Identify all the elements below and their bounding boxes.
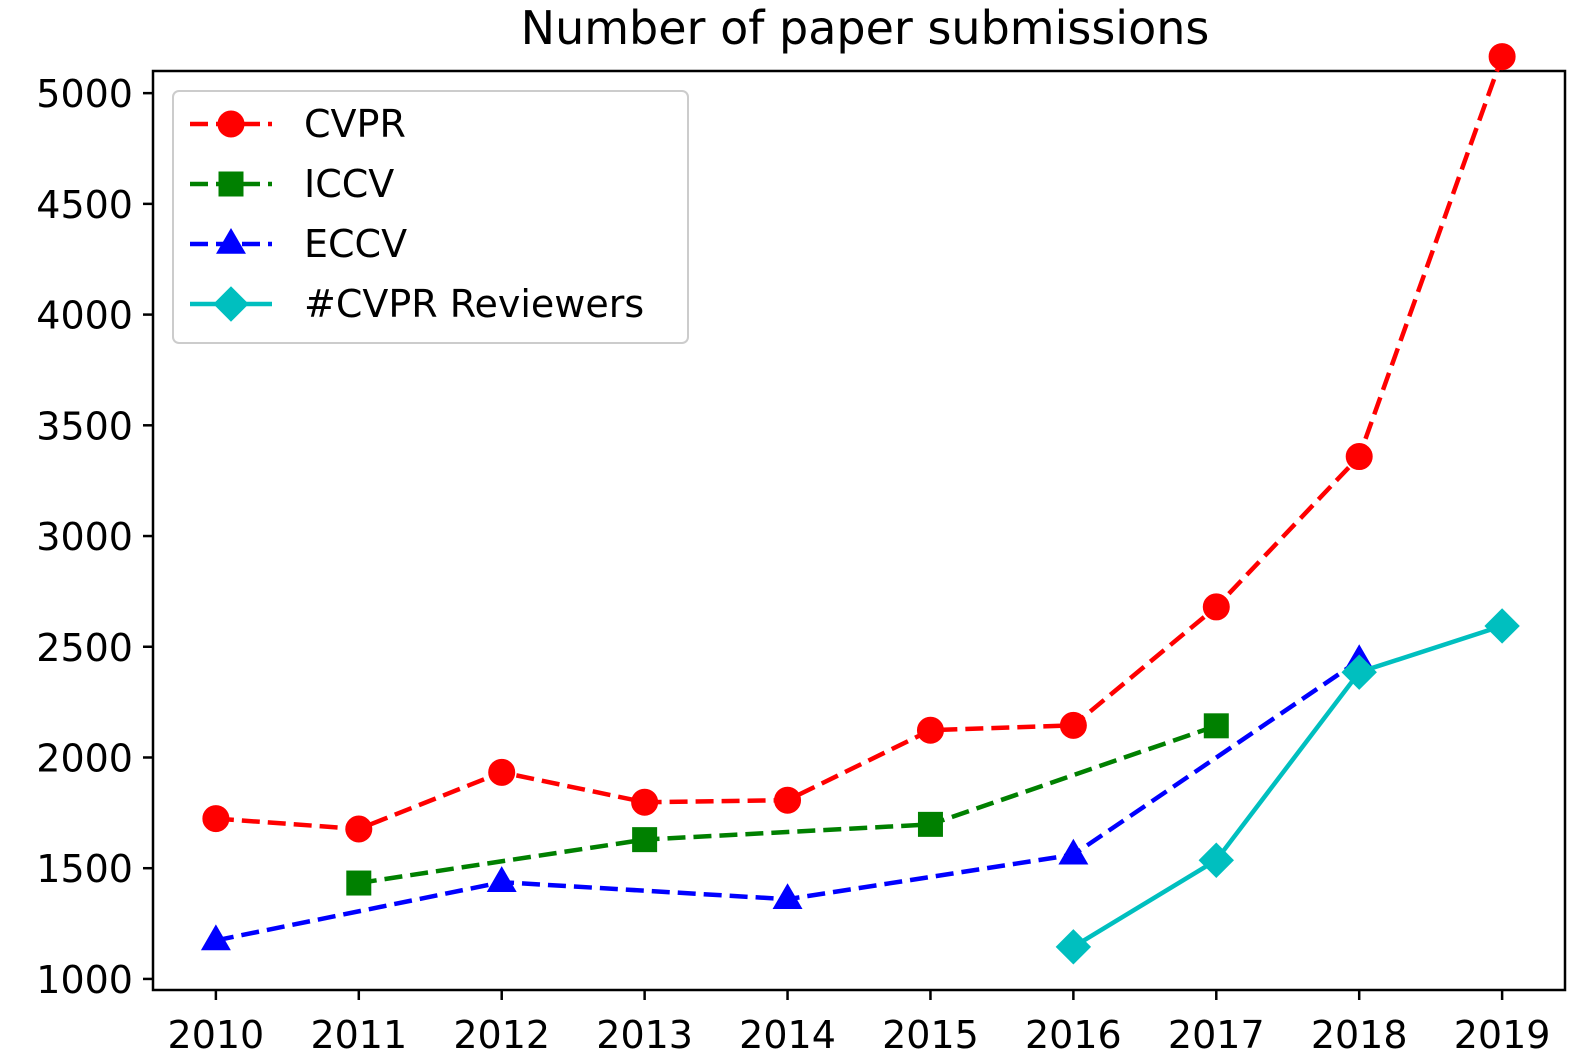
- plot-frame: [151, 69, 1567, 992]
- legend-label: ICCV: [304, 162, 394, 206]
- x-tick-label: 2012: [453, 1013, 550, 1051]
- legend-entry-iccv: ICCV: [190, 162, 394, 206]
- legend-label: CVPR: [304, 102, 406, 146]
- legend-entry-cvpr-reviewers: #CVPR Reviewers: [190, 282, 644, 326]
- legend-label: ECCV: [304, 222, 407, 266]
- data-point-iccv: [1203, 713, 1229, 739]
- data-point-cvpr: [1345, 443, 1373, 471]
- y-tick-label: 5000: [36, 72, 133, 116]
- data-point-cvpr-reviewers: [1341, 654, 1377, 690]
- series-line-cvpr: [215, 55, 1505, 832]
- legend-entry-cvpr: CVPR: [190, 102, 406, 146]
- series-line-iccv: [358, 723, 1218, 886]
- axes-layer: 2010 2011 2012 2013 2014 2015 2016 2017 2018 2019…: [36, 72, 1550, 1051]
- data-point-cvpr: [916, 716, 944, 744]
- data-point-cvpr: [1059, 711, 1087, 739]
- y-tick-label: 4500: [36, 183, 133, 227]
- data-point-eccv: [1058, 838, 1089, 865]
- legend-marker: [217, 110, 245, 138]
- x-tick-label: 2016: [1025, 1013, 1122, 1051]
- legend-marker: [213, 286, 249, 322]
- data-point-cvpr: [345, 815, 373, 843]
- x-tick-label: 2013: [596, 1013, 693, 1051]
- series-iccv: [346, 713, 1229, 896]
- data-point-cvpr: [202, 805, 230, 833]
- y-tick-label: 1500: [36, 847, 133, 891]
- series-layer: [200, 43, 1520, 965]
- legend: CVPR ICCV ECCV #CVPR Reviewers: [172, 90, 689, 344]
- data-point-cvpr: [488, 758, 516, 786]
- legend-frame: [172, 90, 689, 344]
- y-tick-label: 2500: [36, 626, 133, 670]
- x-tick-label: 2018: [1311, 1013, 1408, 1051]
- y-tick-label: 3500: [36, 404, 133, 448]
- data-point-cvpr: [631, 788, 659, 816]
- legend-label: #CVPR Reviewers: [304, 282, 644, 326]
- y-tick-label: 1000: [36, 958, 133, 1002]
- series-eccv: [200, 644, 1375, 951]
- legend-entry-eccv: ECCV: [190, 222, 407, 266]
- series-cvpr-reviewers: [1055, 608, 1520, 965]
- data-point-cvpr-reviewers: [1484, 608, 1520, 644]
- legend-marker: [218, 171, 244, 197]
- x-tick-label: 2010: [168, 1013, 265, 1051]
- data-point-eccv: [200, 924, 231, 951]
- x-tick-label: 2019: [1454, 1013, 1551, 1051]
- x-tick-label: 2017: [1168, 1013, 1265, 1051]
- legend-marker: [216, 228, 246, 254]
- data-point-cvpr-reviewers: [1055, 929, 1092, 965]
- y-tick-label: 4000: [36, 294, 133, 338]
- x-tick-label: 2015: [882, 1013, 979, 1051]
- data-point-eccv: [772, 883, 803, 910]
- data-point-cvpr-reviewers: [1198, 842, 1234, 878]
- data-point-cvpr: [1488, 43, 1516, 71]
- series-line-cvpr-reviewers: [1072, 623, 1503, 949]
- series-cvpr: [202, 43, 1516, 843]
- data-point-eccv: [486, 866, 517, 892]
- y-tick-label: 2000: [36, 736, 133, 780]
- data-point-iccv: [632, 827, 658, 853]
- y-tick-label: 3000: [36, 515, 133, 559]
- data-point-cvpr: [774, 786, 802, 814]
- data-point-cvpr: [1202, 593, 1230, 621]
- x-tick-label: 2011: [310, 1013, 407, 1051]
- chart-title: Number of paper submissions: [521, 1, 1210, 55]
- data-point-iccv: [917, 811, 943, 837]
- x-tick-label: 2014: [739, 1013, 836, 1051]
- data-point-iccv: [346, 870, 372, 896]
